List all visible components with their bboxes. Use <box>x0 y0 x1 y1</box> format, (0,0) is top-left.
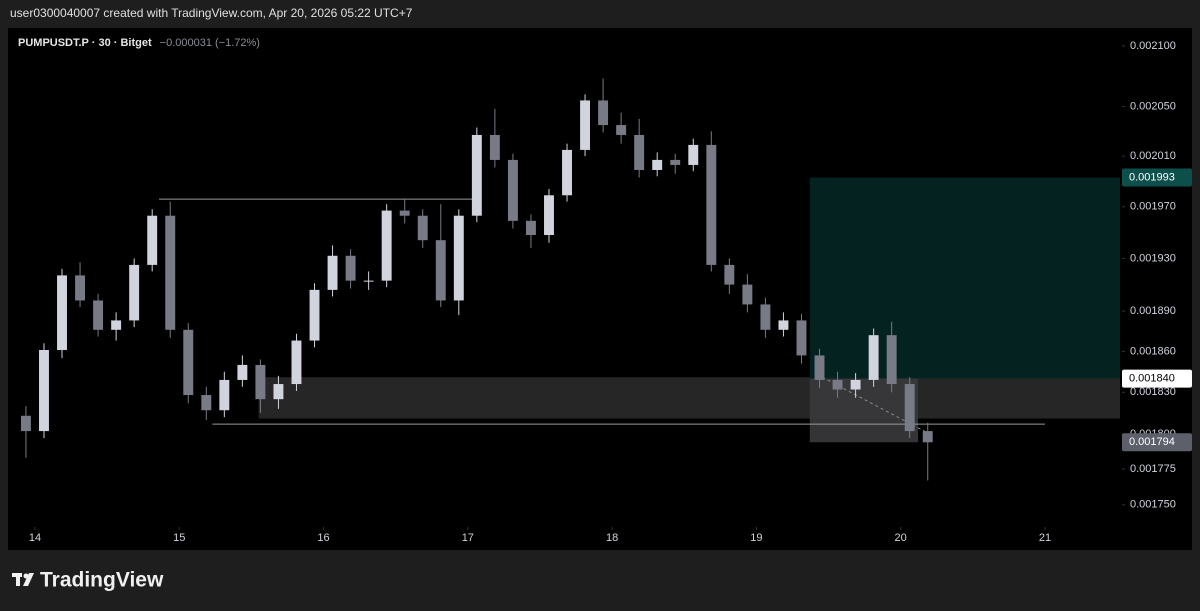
candle-body <box>75 275 86 301</box>
candle-body <box>760 304 771 330</box>
x-tick-label: 15 <box>173 532 185 544</box>
candle-body <box>670 159 681 165</box>
y-tick-label: 0.001860 <box>1130 345 1176 357</box>
y-tick-label: 0.001890 <box>1130 305 1176 317</box>
candle-body <box>778 320 789 330</box>
y-tick-label: 0.001830 <box>1130 386 1176 398</box>
candle-body <box>544 195 554 236</box>
price-label: 0.001993 <box>1129 171 1175 183</box>
candle-body <box>507 159 518 221</box>
candle-body <box>93 300 104 330</box>
candle-body <box>381 210 392 281</box>
candle-body <box>562 149 572 196</box>
candle-body <box>309 289 320 341</box>
y-tick-label: 0.002100 <box>1130 40 1176 52</box>
candle-body <box>183 329 194 396</box>
candle-body <box>489 134 500 160</box>
candle-body <box>363 280 374 282</box>
candle-body <box>922 431 933 443</box>
candle-body <box>453 215 464 301</box>
candle-body <box>850 379 861 390</box>
candle-body <box>417 215 428 241</box>
candle-body <box>255 364 266 400</box>
candle-body <box>652 159 663 170</box>
price-label: 0.001840 <box>1129 372 1175 384</box>
y-tick-label: 0.001750 <box>1130 499 1176 511</box>
logo-mark <box>12 573 34 586</box>
x-tick-label: 18 <box>606 532 618 544</box>
y-tick-label: 0.002010 <box>1130 150 1176 162</box>
price-label-bg <box>1122 168 1192 187</box>
price-label-bg <box>1122 433 1192 452</box>
x-tick-label: 21 <box>1039 532 1051 544</box>
candle-body <box>147 215 158 265</box>
candle-body <box>20 415 31 432</box>
y-tick-label: 0.001930 <box>1130 252 1176 264</box>
zone <box>809 378 918 443</box>
y-tick-label: 0.001775 <box>1130 463 1176 475</box>
candle-body <box>706 144 717 265</box>
candle-body <box>273 384 284 400</box>
candle-body <box>399 210 410 216</box>
candle-body <box>742 284 753 305</box>
candle-body <box>129 264 140 321</box>
candle-body <box>57 275 67 351</box>
candle-body <box>345 255 356 281</box>
candle-body <box>724 264 735 285</box>
candle-body <box>904 384 915 432</box>
candle-body <box>111 320 122 330</box>
x-tick-label: 14 <box>29 532 41 544</box>
candle-body <box>580 100 591 150</box>
candle-body <box>616 125 627 135</box>
candle-body <box>832 379 843 390</box>
logo-text: TradingView <box>40 569 164 592</box>
candle-body <box>796 320 807 356</box>
candle-body <box>634 134 645 170</box>
candle-body <box>814 355 825 380</box>
credit: user0300040007 created with TradingView.… <box>10 6 413 20</box>
price-label-bg <box>1122 369 1192 388</box>
candle-body <box>237 364 248 380</box>
candle-body <box>886 335 897 385</box>
candle-body <box>327 255 338 290</box>
candle-body <box>471 134 482 216</box>
y-tick-label: 0.001970 <box>1130 201 1176 213</box>
x-tick-label: 16 <box>317 532 329 544</box>
price-change: −0.000031 (−1.72%) <box>160 37 260 49</box>
candle-body <box>201 395 212 411</box>
zone <box>809 177 1120 379</box>
candle-body <box>39 350 49 432</box>
candle-body <box>165 215 176 330</box>
price-label: 0.001794 <box>1129 436 1175 448</box>
x-tick-label: 19 <box>750 532 762 544</box>
candle-body <box>219 379 230 411</box>
candle-body <box>598 100 609 126</box>
chart-title: PUMPUSDT.P · 30 · Bitget <box>18 37 152 49</box>
candle-body <box>688 144 699 165</box>
x-tick-label: 20 <box>895 532 907 544</box>
x-tick-label: 17 <box>462 532 474 544</box>
y-tick-label: 0.002050 <box>1130 100 1176 112</box>
zone <box>258 377 1120 419</box>
candle-body <box>525 220 536 236</box>
candle-body <box>291 340 302 385</box>
candle-body <box>435 240 446 301</box>
candle-body <box>868 335 879 380</box>
